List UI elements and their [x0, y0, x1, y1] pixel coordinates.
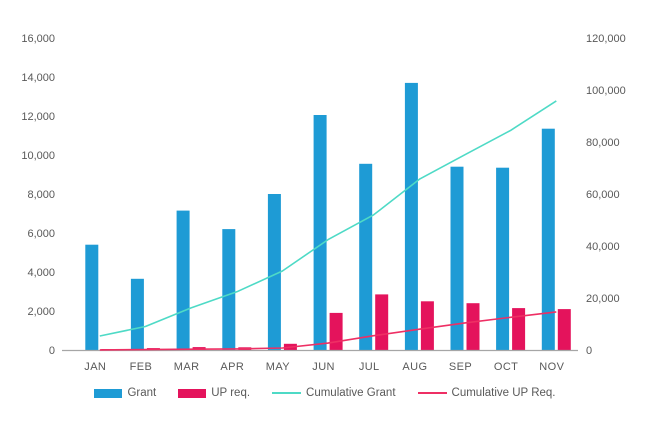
x-axis-label: MAY	[266, 361, 290, 373]
y-axis-left-tick-label: 2,000	[27, 306, 55, 318]
legend-item-grant: Grant	[94, 387, 156, 399]
y-axis-right-tick-label: 120,000	[586, 33, 626, 45]
y-axis-left-tick-label: 16,000	[21, 33, 55, 45]
y-axis-right-tick-label: 100,000	[586, 85, 626, 97]
grant-bar	[359, 163, 373, 350]
x-axis-label: FEB	[130, 361, 153, 373]
y-axis-right-tick-label: 80,000	[586, 137, 620, 149]
cumulative-up-req-line	[99, 311, 557, 351]
x-axis-label: JUL	[359, 361, 380, 373]
legend-swatch-grant	[94, 388, 123, 398]
y-axis-right-tick-label: 40,000	[586, 241, 620, 253]
legend-label: Grant	[127, 387, 157, 399]
up-req-bar	[329, 312, 343, 350]
y-axis-left-tick-label: 4,000	[27, 267, 55, 279]
legend-swatch-cumulative-grant	[272, 392, 302, 394]
grant-bar	[450, 166, 464, 350]
y-axis-left-tick-label: 12,000	[21, 111, 55, 123]
x-axis-label: SEP	[449, 361, 472, 373]
up-req-bar	[375, 294, 389, 350]
legend-swatch-up-req	[178, 388, 207, 398]
up-req-bar	[466, 303, 480, 350]
x-axis-label: JAN	[84, 361, 106, 373]
grant-bar	[222, 229, 236, 350]
cumulative-grant-line	[99, 100, 557, 337]
grant-bar	[130, 278, 144, 350]
legend-item-cumulative-grant: Cumulative Grant	[272, 387, 396, 399]
legend-label: UP req.	[211, 387, 251, 399]
grant-bar	[496, 167, 510, 350]
chart-legend: Grant UP req. Cumulative Grant Cumulative U…	[0, 387, 650, 399]
grant-bar	[267, 194, 281, 350]
y-axis-left-tick-label: 0	[49, 345, 55, 357]
grant-bar	[541, 128, 555, 350]
y-axis-left-tick-label: 6,000	[27, 228, 55, 240]
legend-swatch-cumulative-up-req	[417, 392, 447, 394]
y-axis-right-tick-label: 60,000	[586, 189, 620, 201]
grant-bar	[85, 244, 99, 350]
grant-bar	[404, 82, 418, 351]
x-axis-label: OCT	[494, 361, 518, 373]
y-axis-left-tick-label: 8,000	[27, 189, 55, 201]
y-axis-left-tick-label: 10,000	[21, 150, 55, 162]
y-axis-right-tick-label: 0	[586, 345, 592, 357]
x-axis-label: APR	[220, 361, 244, 373]
x-axis-label: NOV	[539, 361, 564, 373]
x-axis-label: AUG	[402, 361, 427, 373]
legend-item-up-req: UP req.	[178, 387, 250, 399]
y-axis-right-tick-label: 20,000	[586, 293, 620, 305]
up-req-bar	[512, 308, 526, 350]
legend-item-cumulative-up-req: Cumulative UP Req.	[417, 387, 556, 399]
grant-bar	[176, 210, 190, 350]
x-axis-label: JUN	[312, 361, 335, 373]
x-axis-label: MAR	[174, 361, 200, 373]
up-req-bar	[557, 309, 571, 350]
legend-label: Cumulative Grant	[306, 387, 396, 399]
legend-label: Cumulative UP Req.	[451, 387, 556, 399]
up-req-bar	[420, 301, 434, 351]
grant-bar	[313, 115, 327, 350]
y-axis-left-tick-label: 14,000	[21, 72, 55, 84]
